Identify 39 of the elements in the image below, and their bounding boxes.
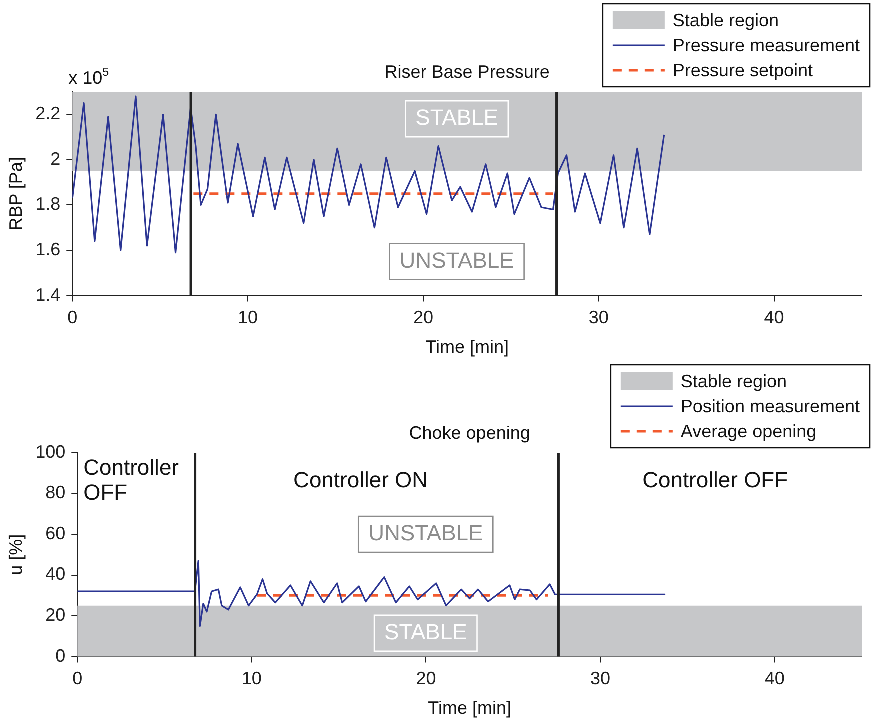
- y-tick-label: 60: [46, 523, 66, 544]
- x-tick-label: 40: [764, 308, 784, 328]
- y-tick-label: 2.2: [36, 104, 61, 124]
- x-tick-label: 40: [764, 668, 785, 689]
- legend-label: Average opening: [680, 421, 817, 442]
- y-tick-label: 1.6: [36, 239, 61, 260]
- x-tick-label: 20: [416, 668, 436, 689]
- y-tick-label: 80: [46, 482, 66, 503]
- legend-label: Pressure setpoint: [672, 60, 814, 80]
- x-tick-label: 30: [590, 668, 611, 689]
- x-axis-title: Time [min]: [426, 337, 509, 358]
- x-tick-label: 10: [242, 668, 262, 689]
- y-tick-label: 1.4: [36, 284, 61, 305]
- x-axis-title: Time [min]: [428, 698, 512, 718]
- chart-title: Choke opening: [409, 423, 530, 443]
- y-tick-label: 1.8: [36, 194, 61, 214]
- legend-label: Stable region: [672, 10, 780, 30]
- annotation: UNSTABLE: [400, 248, 514, 273]
- y-axis-title: u [%]: [6, 534, 26, 576]
- annotation: Controller OFF: [642, 468, 788, 493]
- y-tick-label: 100: [36, 442, 66, 462]
- y-tick-label: 20: [46, 605, 66, 626]
- annotation: STABLE: [384, 619, 468, 644]
- x-tick-label: 10: [238, 308, 258, 328]
- legend-label: Pressure measurement: [672, 35, 860, 56]
- x-tick-label: 20: [413, 308, 434, 328]
- y-tick-label: 0: [56, 646, 66, 666]
- legend-label: Stable region: [680, 371, 787, 392]
- annotation: Controller ON: [294, 468, 428, 493]
- annotation: UNSTABLE: [368, 520, 484, 546]
- legend-label: Position measurement: [680, 396, 860, 416]
- y-tick-label: 2: [50, 148, 61, 169]
- y-axis-title: RBP [Pa]: [6, 157, 26, 231]
- x-tick-label: 0: [72, 668, 83, 689]
- y-tick-label: 40: [46, 564, 66, 584]
- chart-title: Riser Base Pressure: [384, 62, 550, 82]
- annotation: Controller OFF: [84, 454, 180, 506]
- annotation: STABLE: [416, 105, 498, 130]
- x-tick-label: 30: [588, 308, 609, 328]
